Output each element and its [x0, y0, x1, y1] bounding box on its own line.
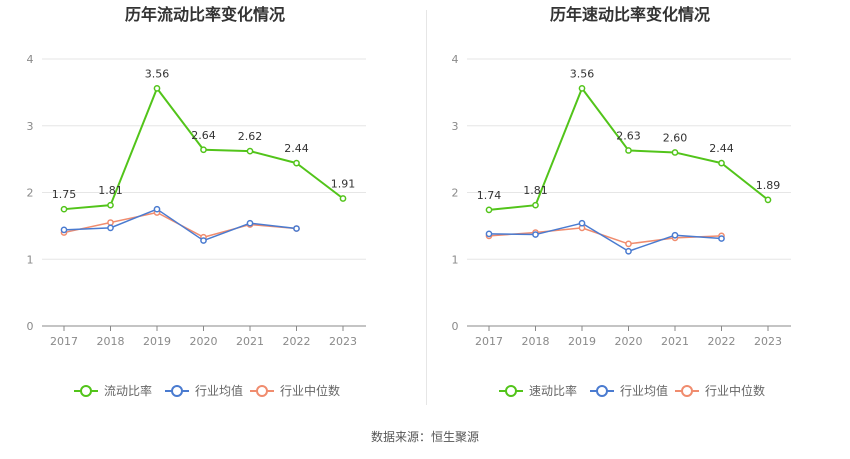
legend-label: 行业中位数: [280, 383, 340, 398]
data-point: [718, 159, 725, 167]
x-tick-label: 2018: [522, 335, 550, 348]
legend-item: 行业均值: [590, 383, 668, 398]
series-line: [488, 227, 722, 245]
legend-swatch-marker: [171, 385, 183, 397]
data-point: [293, 225, 300, 232]
series-line: [488, 222, 722, 252]
data-point: [578, 219, 586, 227]
x-tick-label: 2019: [568, 335, 596, 348]
current-ratio-chart: 历年流动比率变化情况 0 1 2 3 4 2017 2018 2019 2020 2021 2022 2…: [27, 5, 366, 398]
legend-item: 流动比率: [74, 383, 152, 398]
data-point: [625, 247, 632, 255]
y-tick-label: 2: [452, 187, 459, 200]
y-tick-label: 1: [27, 253, 34, 266]
data-label: 2.62: [238, 130, 263, 143]
x-tick-label: 2022: [708, 335, 736, 348]
left-chart-panel: 历年流动比率变化情况 0 1 2 3 4 2017 2018 2019 2020 2021 2022 2…: [0, 0, 425, 420]
data-point: [764, 196, 772, 204]
legend-swatch-marker: [80, 385, 92, 397]
data-label: 2.63: [616, 129, 641, 142]
x-tick-label: 2019: [143, 335, 171, 348]
data-point: [107, 201, 114, 209]
legend-item: 行业均值: [165, 383, 243, 398]
data-label: 2.44: [709, 142, 734, 155]
legend-label: 速动比率: [529, 383, 577, 398]
chart-title: 历年速动比率变化情况: [550, 5, 710, 24]
data-point: [671, 231, 679, 239]
legend-label: 流动比率: [104, 383, 152, 398]
data-label: 1.75: [52, 188, 77, 201]
legend-swatch-marker: [596, 385, 608, 397]
x-tick-label: 2017: [50, 335, 78, 348]
data-label: 3.56: [570, 67, 595, 80]
legend-item: 行业中位数: [675, 383, 765, 398]
legend-swatch-marker: [505, 385, 517, 397]
x-tick-label: 2017: [475, 335, 503, 348]
data-point: [532, 231, 539, 238]
x-tick-label: 2021: [236, 335, 264, 348]
data-point: [339, 195, 347, 202]
series-line: [63, 208, 297, 242]
data-point: [485, 230, 493, 238]
data-point: [293, 159, 300, 167]
data-label: 2.60: [663, 131, 688, 144]
data-label: 1.81: [523, 184, 548, 197]
y-tick-label: 2: [27, 187, 34, 200]
y-tick-label: 3: [452, 120, 459, 133]
data-label: 1.89: [756, 179, 781, 192]
data-label: 2.44: [284, 142, 309, 155]
legend-swatch-marker: [256, 385, 268, 397]
data-point: [485, 206, 493, 214]
data-point: [718, 235, 725, 242]
panel-divider: [426, 10, 427, 405]
data-label: 1.91: [331, 178, 356, 191]
x-tick-label: 2023: [754, 335, 782, 348]
y-tick-label: 3: [27, 120, 34, 133]
data-label: 1.74: [477, 189, 502, 202]
data-point: [578, 85, 586, 92]
data-point: [200, 146, 207, 154]
data-point: [107, 224, 114, 232]
y-tick-label: 4: [452, 53, 459, 66]
data-label: 3.56: [145, 67, 170, 80]
data-point: [107, 219, 114, 226]
data-point: [671, 149, 679, 156]
legend-swatch-marker: [681, 385, 693, 397]
data-point: [625, 240, 632, 248]
y-tick-label: 0: [452, 320, 459, 333]
data-point: [60, 205, 68, 213]
right-chart-panel: 历年速动比率变化情况 0 1 2 3 4 2017 2018 2019 2020 2021 2022 2…: [425, 0, 850, 420]
data-point: [625, 147, 632, 154]
data-label: 2.64: [191, 129, 216, 142]
x-tick-label: 2021: [661, 335, 689, 348]
data-source-note: 数据来源：恒生聚源: [370, 430, 479, 444]
data-label: 1.81: [98, 184, 123, 197]
y-tick-label: 1: [452, 253, 459, 266]
quick-ratio-chart: 历年速动比率变化情况 0 1 2 3 4 2017 2018 2019 2020 2021 2022 2…: [452, 5, 791, 398]
legend-label: 行业中位数: [705, 383, 765, 398]
chart-title: 历年流动比率变化情况: [125, 5, 285, 24]
legend-label: 行业均值: [620, 383, 668, 398]
legend-item: 行业中位数: [250, 383, 340, 398]
data-point: [153, 205, 161, 213]
data-point: [246, 219, 254, 227]
data-point: [246, 147, 254, 155]
legend-label: 行业均值: [195, 383, 243, 398]
data-point: [60, 226, 68, 234]
data-point: [200, 237, 207, 244]
x-tick-label: 2020: [615, 335, 643, 348]
x-tick-label: 2020: [190, 335, 218, 348]
data-point: [153, 85, 161, 92]
x-tick-label: 2018: [97, 335, 125, 348]
legend-item: 速动比率: [499, 383, 577, 398]
x-tick-label: 2022: [283, 335, 311, 348]
y-tick-label: 4: [27, 53, 34, 66]
data-point: [532, 201, 539, 209]
y-tick-label: 0: [27, 320, 34, 333]
x-tick-label: 2023: [329, 335, 357, 348]
